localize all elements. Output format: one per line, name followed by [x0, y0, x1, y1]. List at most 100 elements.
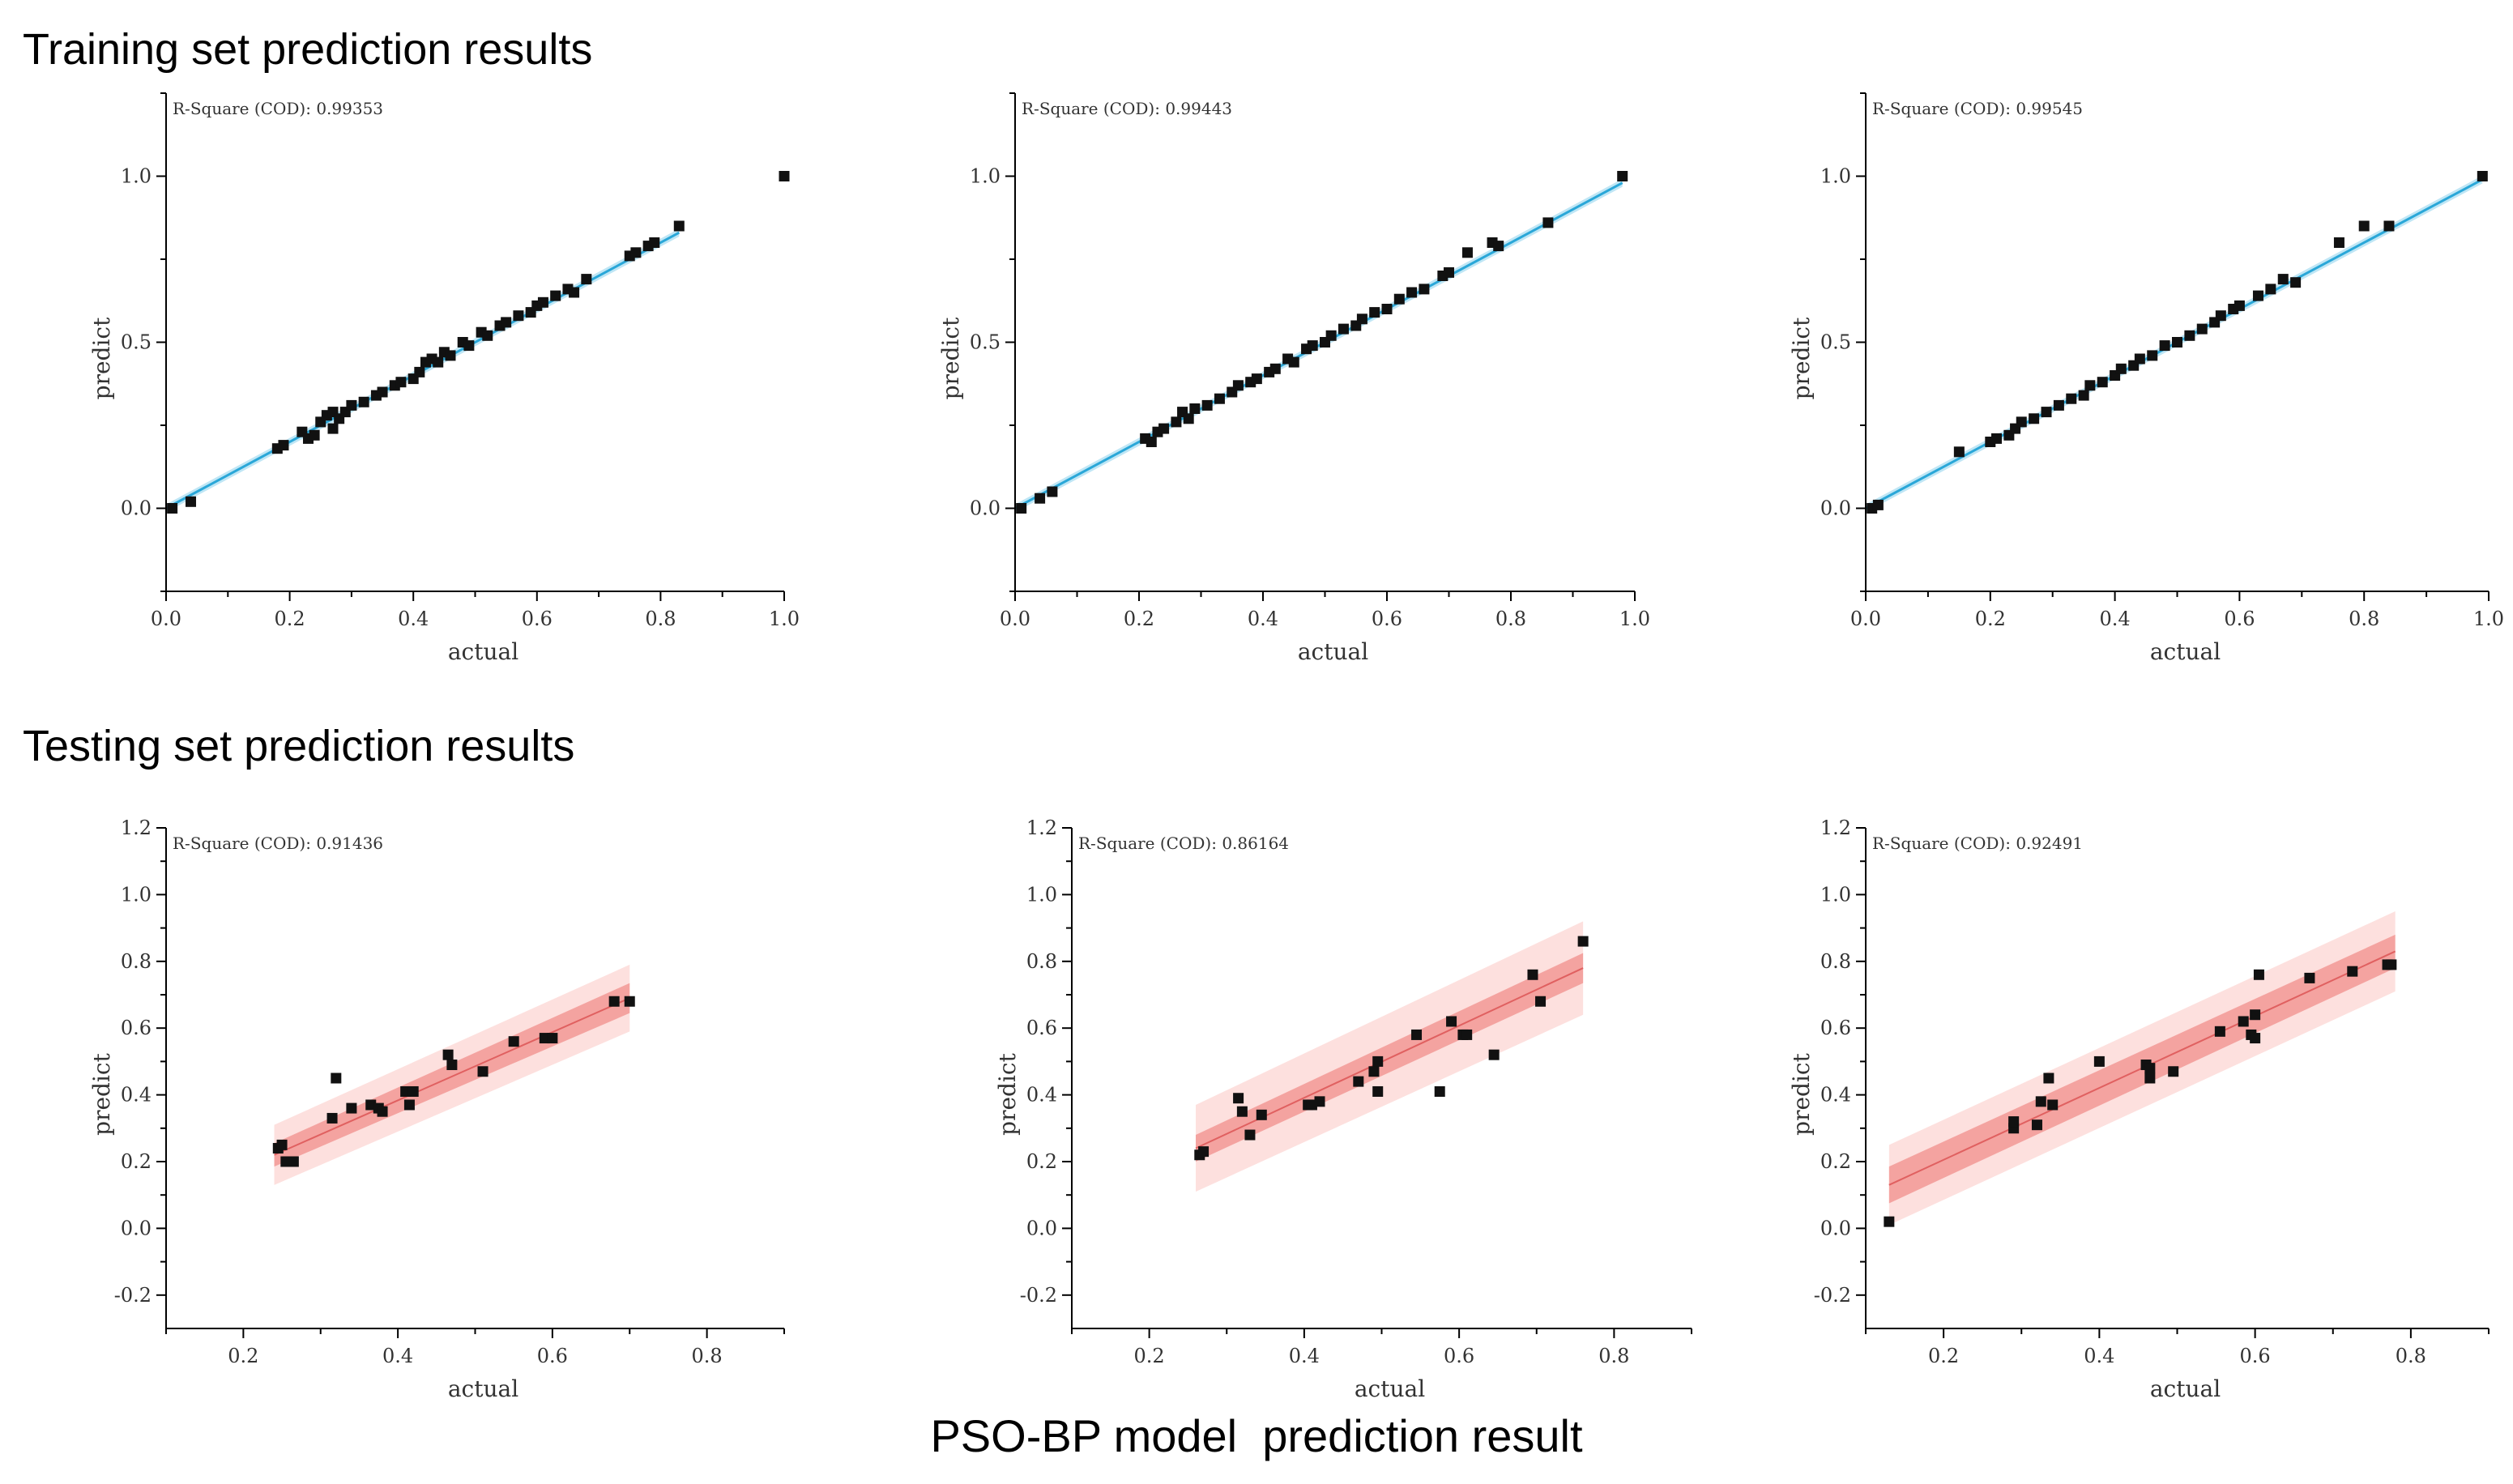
- x-tick-label: 0.0: [1000, 608, 1030, 630]
- chart-5: -0.2 0.0 0.2 0.4 0.6 0.8 1.0 1.2 0.2 0.4 0.6 0.8 act…: [994, 817, 1692, 1402]
- data-point: [2041, 407, 2052, 418]
- y-tick-label: -0.2: [1814, 1284, 1851, 1307]
- data-point: [1535, 996, 1547, 1007]
- data-point: [2333, 237, 2344, 248]
- y-tick-label: 0.5: [1820, 331, 1851, 354]
- data-point: [2043, 1072, 2054, 1084]
- r-square-label: R-Square (COD): 0.86164: [1078, 834, 1289, 853]
- x-tick-label: 0.2: [275, 608, 305, 630]
- data-point: [779, 171, 790, 181]
- data-point: [442, 1049, 454, 1060]
- x-tick-label: 0.2: [228, 1345, 258, 1367]
- x-tick-label: 0.4: [382, 1345, 413, 1367]
- chart-3: 0.0 0.5 1.0 0.0 0.2 0.4 0.6 0.8 1.0 actual predict…: [1788, 92, 2504, 665]
- data-point: [477, 1066, 489, 1077]
- data-point: [2277, 274, 2289, 285]
- data-point: [1411, 1029, 1423, 1040]
- x-tick-label: 0.0: [151, 608, 181, 630]
- data-point: [2172, 337, 2182, 348]
- data-point: [1146, 437, 1157, 447]
- data-point: [2265, 284, 2276, 295]
- data-point: [1232, 380, 1244, 391]
- data-point: [1461, 247, 1473, 258]
- data-point: [1990, 433, 2002, 444]
- data-point: [1372, 1085, 1384, 1097]
- data-point: [581, 274, 592, 285]
- x-axis-title: actual: [1355, 1375, 1425, 1402]
- data-point: [2238, 1016, 2249, 1027]
- data-point: [2214, 1026, 2225, 1037]
- data-point: [2358, 220, 2370, 232]
- data-point: [1617, 171, 1628, 181]
- data-point: [2386, 959, 2397, 970]
- testing-heading: Testing set prediction results: [23, 722, 575, 770]
- y-tick-label: 1.0: [121, 165, 151, 188]
- data-point: [1047, 486, 1058, 497]
- y-tick-label: 0.5: [970, 331, 1001, 354]
- data-point: [2053, 399, 2064, 411]
- data-point: [1542, 217, 1554, 228]
- data-point: [2290, 277, 2302, 288]
- data-point: [1577, 936, 1589, 947]
- y-tick-label: 0.6: [121, 1017, 151, 1039]
- x-axis-title: actual: [448, 638, 518, 665]
- y-tick-label: 0.0: [1820, 497, 1851, 520]
- data-point: [1171, 416, 1182, 428]
- x-tick-label: 0.8: [645, 608, 676, 630]
- data-point: [2134, 353, 2145, 365]
- data-point: [1314, 1096, 1325, 1107]
- data-point: [2084, 380, 2096, 391]
- data-point: [1256, 1109, 1267, 1120]
- data-point: [1444, 267, 1454, 278]
- x-tick-label: 0.8: [2349, 608, 2379, 630]
- data-point: [1353, 1076, 1364, 1087]
- x-tick-label: 0.4: [2100, 608, 2131, 630]
- data-point: [1325, 330, 1337, 341]
- x-tick-label: 1.0: [769, 608, 800, 630]
- y-tick-label: 1.2: [121, 817, 151, 839]
- data-point: [673, 220, 685, 232]
- data-point: [1372, 1055, 1384, 1067]
- data-point: [2147, 350, 2158, 361]
- data-point: [1493, 241, 1504, 252]
- data-point: [288, 1156, 299, 1167]
- y-tick-label: 1.0: [1026, 883, 1057, 906]
- data-point: [1488, 1049, 1500, 1060]
- x-tick-label: 0.8: [1495, 608, 1526, 630]
- y-axis-title: predict: [937, 317, 964, 399]
- data-point: [167, 503, 178, 514]
- x-tick-label: 0.4: [2084, 1345, 2114, 1367]
- data-point: [2159, 340, 2170, 352]
- data-point: [649, 237, 660, 248]
- data-point: [2304, 972, 2315, 983]
- data-point: [407, 1085, 419, 1097]
- y-tick-label: 0.8: [121, 950, 151, 973]
- fit-line: [274, 997, 630, 1156]
- data-point: [186, 496, 197, 507]
- data-point: [1461, 1029, 1473, 1040]
- x-axis-title: actual: [2150, 638, 2221, 665]
- y-tick-label: -0.2: [1020, 1284, 1057, 1307]
- data-point: [2035, 1096, 2046, 1107]
- data-point: [1158, 423, 1170, 434]
- data-point: [1035, 493, 1046, 504]
- data-point: [1356, 313, 1367, 325]
- r-square-label: R-Square (COD): 0.99353: [173, 99, 383, 118]
- y-tick-label: 0.4: [1820, 1084, 1851, 1107]
- data-point: [1527, 969, 1538, 980]
- x-tick-label: 0.2: [1134, 1345, 1165, 1367]
- y-tick-label: 0.5: [121, 331, 151, 354]
- y-tick-label: 0.0: [121, 1217, 151, 1239]
- training-heading: Training set prediction results: [23, 25, 593, 74]
- fit-line: [1195, 967, 1584, 1149]
- data-point: [278, 440, 289, 451]
- data-point: [403, 1099, 415, 1111]
- data-point: [630, 247, 642, 258]
- data-point: [2016, 416, 2027, 428]
- y-tick-label: 0.2: [1820, 1150, 1851, 1173]
- y-tick-label: 0.0: [1820, 1217, 1851, 1239]
- data-point: [463, 340, 475, 352]
- y-tick-label: 0.4: [121, 1084, 151, 1107]
- x-axis-title: actual: [448, 1375, 518, 1402]
- data-point: [1393, 293, 1405, 305]
